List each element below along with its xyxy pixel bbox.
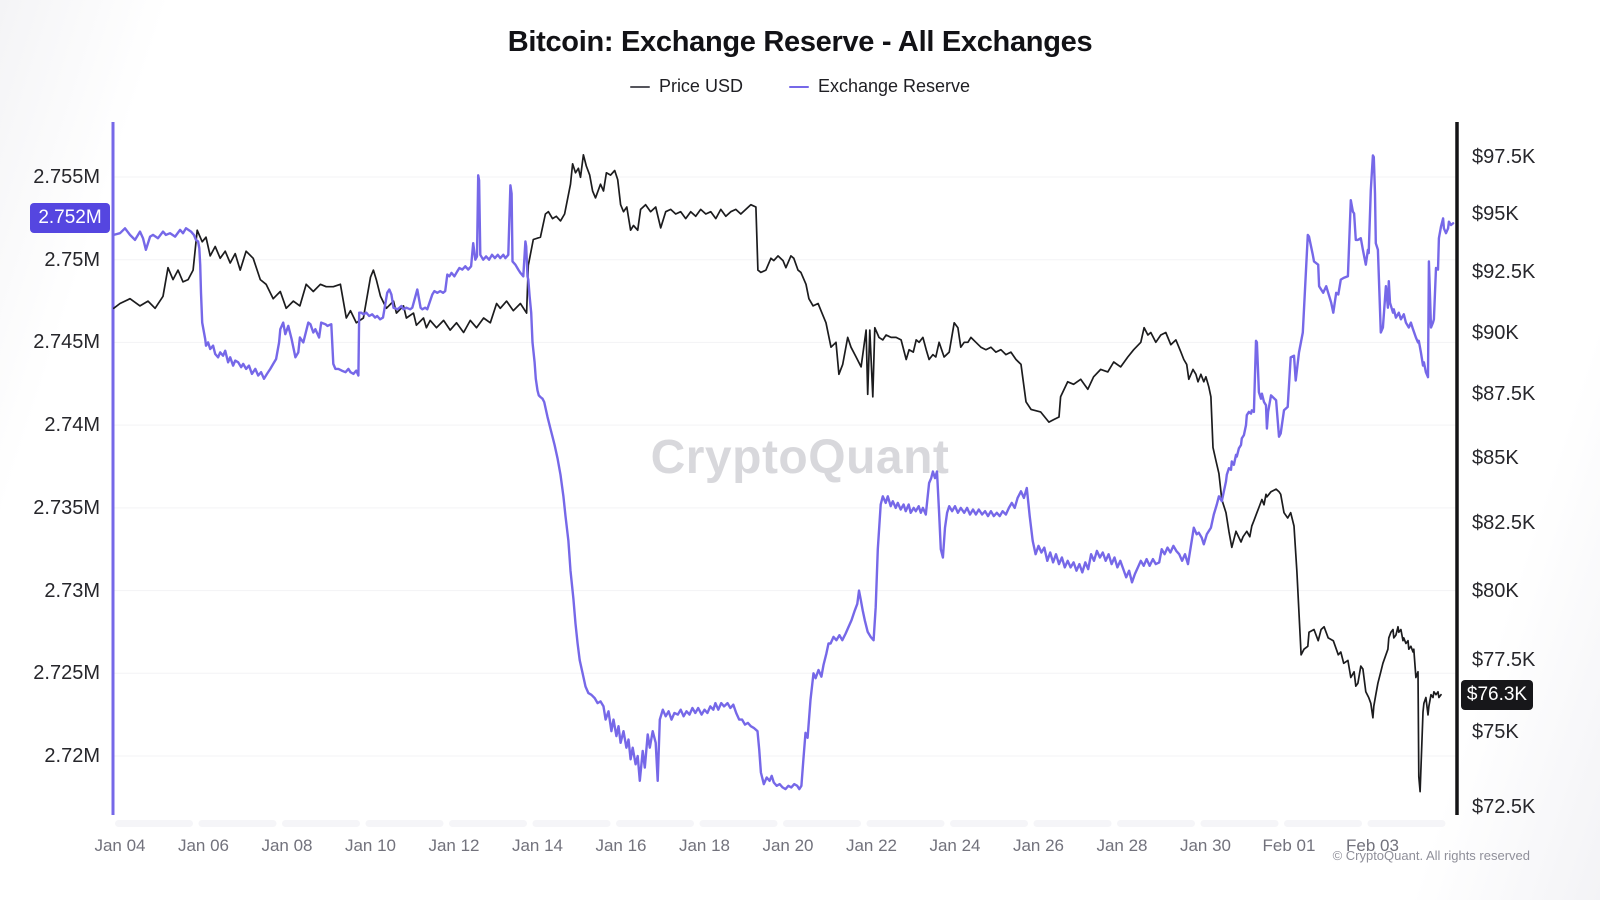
reserve-series-dash-icon bbox=[788, 85, 809, 88]
x-axis-band-segment bbox=[1033, 820, 1112, 827]
y-left-tick-label: 2.745M bbox=[33, 331, 100, 354]
x-tick-label: Jan 24 bbox=[929, 836, 981, 855]
y-left-tick-label: 2.74M bbox=[44, 414, 100, 437]
x-axis-band-segment bbox=[616, 820, 694, 827]
x-tick-label: Jan 10 bbox=[344, 836, 397, 855]
price-series-dash-icon bbox=[629, 85, 650, 88]
y-left-tick-label: 2.73M bbox=[44, 579, 100, 602]
y-right-tick-label: $92.5K bbox=[1472, 261, 1536, 284]
x-axis-band-segment bbox=[1284, 820, 1362, 827]
y-left-tick-label: 2.725M bbox=[33, 662, 100, 685]
y-right-tick-label: $75K bbox=[1472, 721, 1519, 744]
x-tick-label: Feb 03 bbox=[1346, 836, 1399, 855]
y-left-tick-label: 2.72M bbox=[44, 745, 100, 767]
x-tick-label: Jan 20 bbox=[762, 836, 814, 855]
copyright-footer: © CryptoQuant. All rights reserved bbox=[1332, 848, 1530, 863]
x-tick-label: Jan 28 bbox=[1096, 836, 1148, 855]
x-tick-label: Jan 22 bbox=[845, 836, 898, 855]
x-tick-label: Feb 01 bbox=[1262, 836, 1316, 855]
y-right-tick-label: $95K bbox=[1472, 202, 1519, 225]
x-tick-label: Jan 26 bbox=[1012, 836, 1065, 855]
legend-item-price-usd[interactable]: Price USD bbox=[629, 76, 743, 97]
y-left-tick-label: 2.75M bbox=[44, 248, 100, 271]
x-tick-label: Jan 18 bbox=[678, 836, 731, 855]
x-tick-label: Jan 08 bbox=[261, 836, 313, 855]
y-right-tick-label: $87.5K bbox=[1472, 383, 1536, 406]
x-tick-label: Jan 30 bbox=[1179, 836, 1232, 855]
x-axis-band-segment bbox=[365, 820, 444, 827]
x-axis-band-segment bbox=[198, 820, 277, 827]
series-line-price-usd bbox=[113, 153, 1442, 793]
y-right-tick-label: $72.5K bbox=[1472, 795, 1536, 818]
x-tick-label: Jan 04 bbox=[94, 836, 146, 855]
x-axis-band-segment bbox=[866, 820, 945, 827]
x-axis-band-segment bbox=[1367, 820, 1446, 827]
x-tick-label: Jan 16 bbox=[595, 836, 647, 855]
x-tick-label: Jan 14 bbox=[511, 836, 564, 855]
y-left-tick-label: 2.735M bbox=[33, 496, 100, 519]
page-title: Bitcoin: Exchange Reserve - All Exchange… bbox=[507, 26, 1093, 58]
x-axis-band-segment bbox=[115, 820, 193, 827]
y-right-tick-label: $77.5K bbox=[1472, 649, 1536, 672]
y-right-tick-label: $90K bbox=[1472, 321, 1519, 344]
x-tick-label: Jan 06 bbox=[177, 836, 230, 855]
x-axis-band-segment bbox=[783, 820, 861, 827]
x-axis-band-segment bbox=[1200, 820, 1279, 827]
legend-label-price-usd: Price USD bbox=[658, 76, 743, 96]
x-axis-band-segment bbox=[950, 820, 1028, 827]
reserve-current-value-badge: 2.752M bbox=[30, 203, 110, 234]
y-left-tick-label: 2.755M bbox=[33, 166, 100, 188]
x-axis-band-segment bbox=[699, 820, 778, 827]
x-axis-band-segment bbox=[532, 820, 611, 827]
x-axis-band-segment bbox=[282, 820, 360, 827]
y-right-tick-label: $82.5K bbox=[1472, 512, 1536, 535]
legend-item-exchange-reserve[interactable]: Exchange Reserve bbox=[788, 76, 971, 97]
x-axis-band-segment bbox=[449, 820, 527, 827]
y-right-tick-label: $85K bbox=[1472, 446, 1519, 469]
y-right-tick-label: $97.5K bbox=[1472, 146, 1536, 168]
legend-label-exchange-reserve: Exchange Reserve bbox=[817, 76, 971, 96]
chart-legend: Price USD Exchange Reserve bbox=[0, 76, 1600, 97]
series-line-exchange-reserve bbox=[113, 154, 1455, 791]
y-right-tick-label: $80K bbox=[1472, 579, 1519, 602]
price-current-value-badge: $76.3K bbox=[1461, 679, 1533, 710]
x-axis-band-segment bbox=[1117, 820, 1195, 827]
x-tick-label: Jan 12 bbox=[428, 836, 480, 855]
